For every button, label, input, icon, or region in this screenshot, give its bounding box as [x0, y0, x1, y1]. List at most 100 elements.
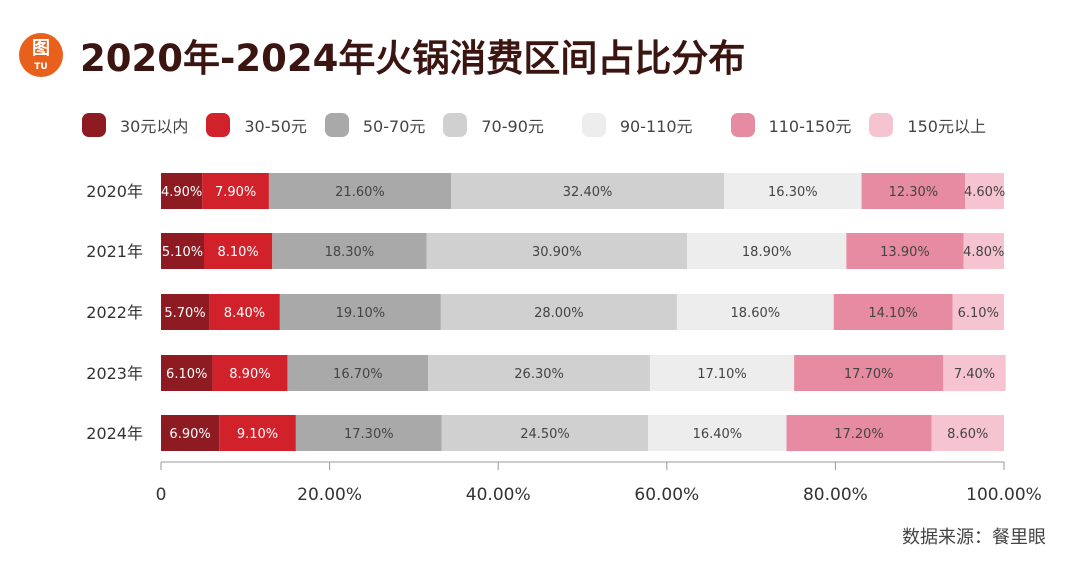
bar-segment [212, 355, 288, 391]
bar-segment [161, 415, 220, 451]
bar-segment [161, 233, 204, 269]
chart-title: 2020年-2024年火锅消费区间占比分布 [80, 37, 746, 80]
bar-segment [209, 294, 280, 330]
bar-segment [219, 415, 296, 451]
bar-segment [943, 355, 1006, 391]
bar-segment [676, 294, 834, 330]
data-label: 24.50% [520, 427, 570, 442]
data-label: 4.80% [963, 245, 1004, 260]
legend-item: 50-70元 [324, 113, 426, 137]
legend-label: 110-150元 [768, 117, 852, 136]
bar-segment [161, 173, 203, 209]
legend-item: 70-90元 [443, 113, 544, 137]
bar-segment [724, 173, 862, 209]
bar-segment [965, 173, 1004, 209]
data-label: 19.10% [336, 306, 386, 321]
data-label: 9.10% [237, 427, 278, 442]
x-tick-label: 60.00% [634, 485, 699, 505]
data-label: 32.40% [563, 185, 613, 200]
bar-segment [428, 355, 650, 391]
y-tick-label: 2024年 [86, 424, 143, 443]
data-label: 6.10% [958, 306, 999, 321]
data-label: 7.40% [954, 367, 995, 382]
x-tick-label: 40.00% [466, 485, 531, 505]
logo-glyph: 图 [32, 38, 50, 59]
legend-label: 90-110元 [619, 117, 693, 136]
logo: 图 TU [19, 33, 63, 77]
data-label: 8.40% [224, 306, 265, 321]
bar-segment [931, 415, 1004, 451]
bar-segment [279, 294, 441, 330]
bar-segment [648, 415, 787, 451]
bar-segment [687, 233, 847, 269]
y-tick-label: 2020年 [86, 182, 143, 201]
data-label: 6.10% [166, 367, 207, 382]
bar-segment [846, 233, 964, 269]
data-label: 13.90% [880, 245, 930, 260]
bar-segment [952, 294, 1004, 330]
bar-segment [203, 233, 273, 269]
data-label: 5.10% [162, 245, 203, 260]
bar-segment [649, 355, 795, 391]
data-label: 8.10% [217, 245, 258, 260]
data-label: 18.90% [742, 245, 792, 260]
data-label: 6.90% [169, 427, 210, 442]
data-label: 21.60% [335, 185, 385, 200]
legend-item: 150元以上 [869, 113, 986, 137]
legend-label: 30-50元 [244, 117, 307, 136]
data-label: 30.90% [532, 245, 582, 260]
bar-segment [833, 294, 953, 330]
data-label: 26.30% [514, 367, 564, 382]
data-label: 7.90% [215, 185, 256, 200]
bar-segment [161, 294, 210, 330]
logo-text: TU [34, 62, 48, 72]
legend-item: 30-50元 [206, 113, 307, 137]
bar-segment [440, 294, 677, 330]
bar-segment [426, 233, 688, 269]
bar-segment [272, 233, 427, 269]
data-label: 16.30% [768, 185, 818, 200]
bar-segment [295, 415, 442, 451]
data-label: 16.40% [693, 427, 743, 442]
bar-segment [963, 233, 1004, 269]
x-tick-label: 0 [156, 485, 167, 505]
legend: 30元以内 30-50元 50-70元 70-90元 90-110元 110-150元 15… [82, 113, 1004, 137]
bar-segment [161, 355, 213, 391]
bar-segment [441, 415, 649, 451]
legend-item: 90-110元 [581, 113, 693, 137]
data-label: 4.60% [964, 185, 1005, 200]
bar-segment [450, 173, 725, 209]
source-note: 数据来源：餐里眼 [902, 527, 1046, 548]
legend-swatch [869, 113, 894, 137]
legend-label: 150元以上 [907, 117, 986, 136]
legend-swatch [206, 113, 231, 137]
data-label: 5.70% [164, 306, 205, 321]
legend-item: 30元以内 [82, 113, 188, 137]
x-tick-label: 100.00% [966, 485, 1042, 505]
legend-swatch [82, 113, 106, 137]
legend-label: 70-90元 [481, 117, 544, 136]
x-tick-label: 20.00% [297, 485, 362, 505]
y-tick-label: 2022年 [86, 303, 143, 322]
bar-segment [786, 415, 932, 451]
data-label: 17.30% [344, 427, 394, 442]
legend-swatch [581, 113, 606, 137]
legend-label: 50-70元 [362, 117, 426, 136]
legend-swatch [730, 113, 755, 137]
data-label: 17.20% [834, 427, 884, 442]
x-tick-label: 80.00% [803, 485, 868, 505]
data-label: 28.00% [534, 306, 584, 321]
data-label: 14.10% [868, 306, 918, 321]
data-label: 8.90% [229, 367, 270, 382]
legend-item: 110-150元 [730, 113, 852, 137]
legend-label: 30元以内 [120, 117, 189, 136]
y-tick-label: 2023年 [86, 364, 143, 383]
bar-segment [794, 355, 944, 391]
data-label: 4.90% [161, 185, 202, 200]
legend-swatch [324, 113, 349, 137]
bar-segment [202, 173, 269, 209]
bar-segment [861, 173, 966, 209]
bar-segment [268, 173, 451, 209]
data-label: 18.60% [731, 306, 781, 321]
